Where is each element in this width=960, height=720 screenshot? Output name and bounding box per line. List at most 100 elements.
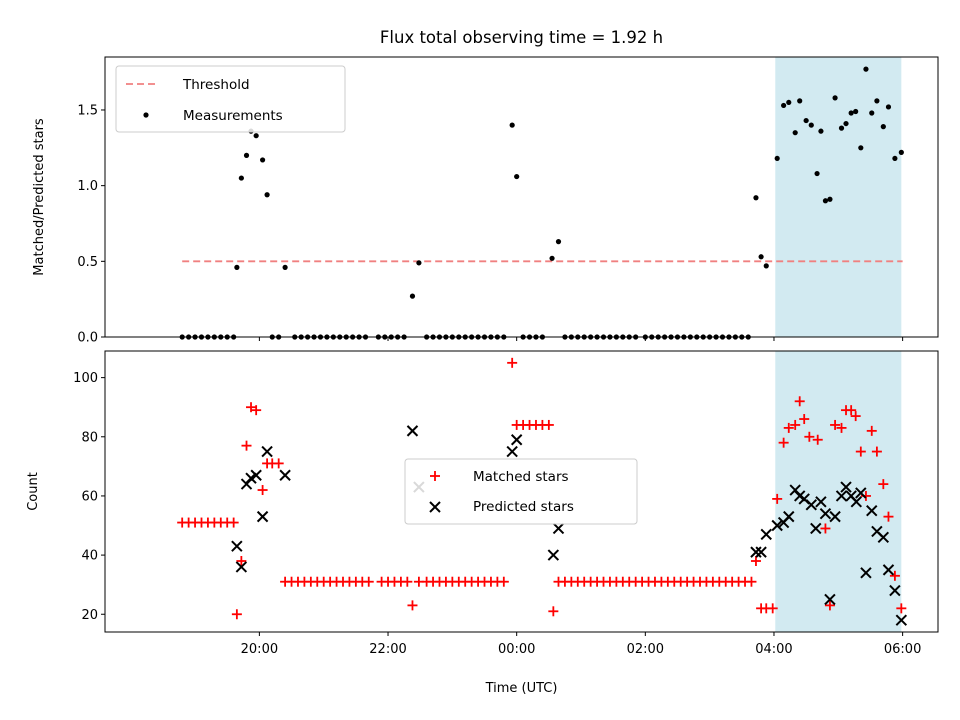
- cross-stroke: [510, 434, 523, 446]
- measurement-point: [874, 98, 880, 104]
- cross-stroke: [835, 490, 848, 502]
- cross-stroke: [815, 496, 827, 508]
- legend-matched-label: Matched stars: [473, 469, 569, 485]
- y-tick-label: 40: [81, 549, 98, 564]
- measurement-point: [264, 192, 270, 198]
- matched-star-point: [799, 414, 810, 425]
- measurement-point: [774, 155, 780, 162]
- measurement-point: [282, 264, 288, 270]
- measurement-point: [549, 255, 555, 261]
- matched-star-point: [883, 511, 894, 522]
- measurement-point: [832, 95, 838, 101]
- predicted-star-point: [755, 546, 767, 558]
- matched-star-point: [543, 419, 554, 430]
- y-tick-label: 60: [81, 489, 98, 504]
- matched-star-point: [812, 434, 823, 445]
- x-tick-label: 22:00: [369, 642, 406, 657]
- predicted-star-point: [805, 499, 817, 511]
- measurement-point: [509, 122, 515, 128]
- matched-star-point: [507, 357, 518, 368]
- cross-stroke: [882, 564, 895, 576]
- matched-star-point: [855, 446, 866, 457]
- count-panel-ticks: 20 40 60 80 100 20:00 22:00 00:00 02:00 04:00 06:0…: [73, 371, 921, 657]
- cross-stroke: [793, 490, 806, 502]
- x-axis-label: Time (UTC): [485, 681, 558, 696]
- cross-stroke: [406, 425, 419, 437]
- ratio-panel-frame: [104, 56, 939, 338]
- ratio-panel-ticks: 0.0 0.5 1.0 1.5: [77, 103, 904, 346]
- measurement-point: [880, 124, 886, 130]
- cross-stroke: [860, 567, 872, 579]
- count-panel-ylabel: Count: [26, 472, 41, 511]
- matched-star-point: [231, 609, 242, 620]
- ratio-panel-legend: Threshold Measurements: [115, 65, 346, 133]
- cross-stroke: [840, 481, 852, 493]
- x-tick-label: 04:00: [755, 642, 792, 657]
- y-tick-label: 1.0: [77, 179, 98, 194]
- predicted-star-point: [866, 505, 878, 517]
- predicted-star-point: [840, 481, 852, 493]
- matched-star-point: [896, 603, 907, 614]
- cross-stroke: [760, 528, 772, 541]
- cross-stroke: [889, 584, 901, 597]
- predicted-star-point: [510, 434, 523, 446]
- matched-star-point: [750, 556, 761, 567]
- measurement-point: [259, 157, 266, 163]
- measurement-point: [763, 263, 769, 269]
- matched-star-point: [820, 523, 831, 534]
- measurement-point: [863, 66, 869, 72]
- measurement-point: [808, 122, 814, 128]
- cross-stroke: [429, 501, 441, 513]
- measurement-point: [803, 117, 809, 124]
- y-tick-label: 20: [81, 608, 98, 623]
- matched-star-point: [402, 576, 413, 587]
- cross-stroke: [231, 540, 243, 552]
- measurement-point: [885, 104, 892, 110]
- predicted-star-points: [231, 425, 908, 626]
- predicted-star-point: [760, 528, 772, 541]
- predicted-star-point: [256, 510, 269, 523]
- legend-measurement-swatch: [143, 112, 149, 118]
- predicted-star-point: [882, 564, 895, 576]
- chart-title: Flux total observing time = 1.92 h: [380, 28, 663, 47]
- cross-stroke: [819, 507, 832, 520]
- predicted-star-point: [895, 614, 908, 626]
- matched-star-point: [824, 600, 835, 611]
- cross-stroke: [810, 522, 822, 535]
- cross-stroke: [279, 469, 291, 481]
- measurement-point: [827, 196, 833, 202]
- measurement-point: [898, 149, 904, 155]
- measurement-point: [858, 145, 864, 151]
- matched-star-point: [241, 440, 252, 451]
- cross-stroke: [256, 510, 269, 523]
- matched-star-point: [871, 446, 882, 457]
- matched-star-points: [177, 357, 907, 620]
- matched-star-point: [790, 419, 801, 430]
- predicted-star-point: [815, 496, 827, 508]
- legend-measurement-label: Measurements: [183, 108, 283, 124]
- cross-stroke: [845, 490, 857, 502]
- ratio-panel-ylabel: Matched/Predicted stars: [32, 118, 47, 276]
- matched-star-point: [746, 576, 757, 587]
- y-tick-label: 0.0: [77, 331, 98, 346]
- cross-stroke: [798, 493, 810, 505]
- measurement-point: [238, 175, 244, 181]
- matched-star-point: [866, 425, 877, 436]
- legend-plus-marker: [430, 471, 440, 481]
- measurement-point: [758, 254, 764, 260]
- x-tick-label: 20:00: [241, 642, 278, 657]
- measurement-point: [814, 170, 820, 177]
- legend-box-bottom: [404, 458, 638, 525]
- measurement-point: [848, 110, 854, 116]
- matched-star-point: [236, 556, 247, 567]
- predicted-star-point: [850, 496, 863, 508]
- legend-predicted-swatch: [429, 501, 441, 513]
- x-tick-label: 06:00: [884, 642, 921, 657]
- matched-star-point: [794, 396, 805, 407]
- measurement-point: [253, 133, 259, 139]
- matched-star-point: [772, 493, 783, 504]
- y-tick-label: 80: [81, 430, 98, 445]
- measurement-point: [555, 239, 562, 245]
- measurement-point: [416, 260, 422, 266]
- predicted-star-point: [771, 519, 783, 532]
